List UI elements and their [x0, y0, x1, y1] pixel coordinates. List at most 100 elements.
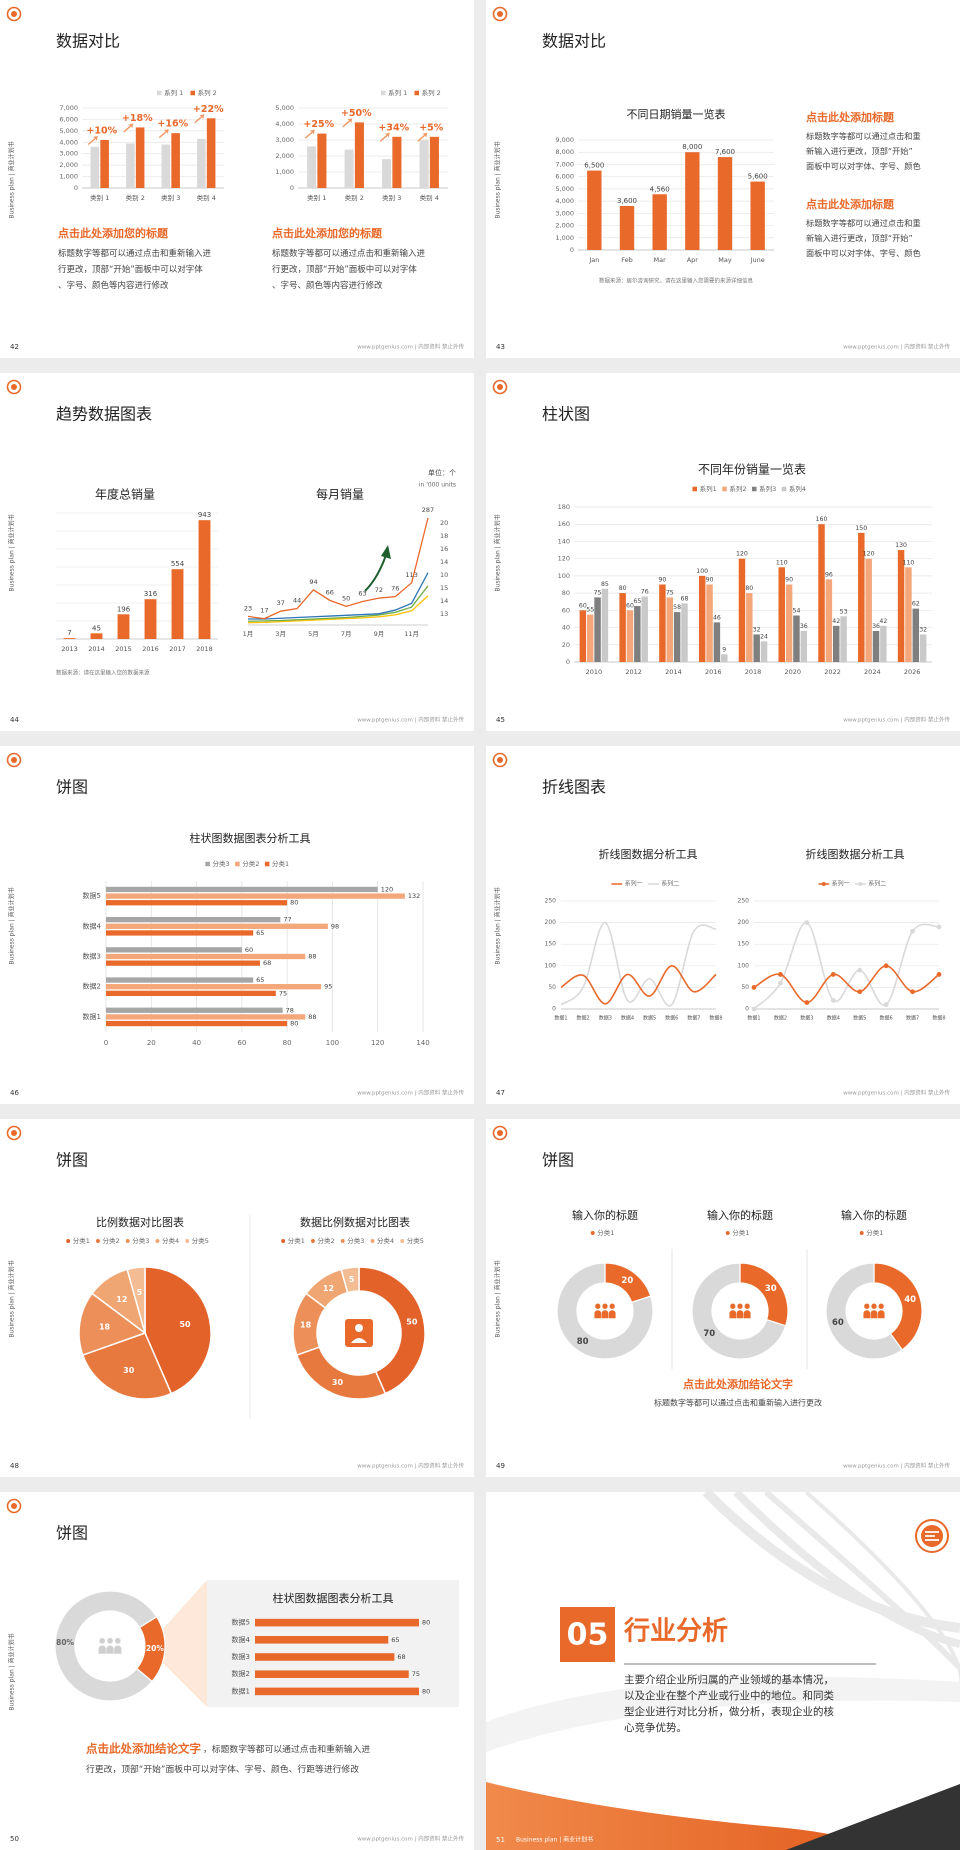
pie-slice	[78, 1292, 147, 1357]
data-label: 62	[912, 601, 920, 608]
bar	[354, 122, 364, 188]
y-tick-label: 3,000	[275, 136, 294, 144]
chart-title: 输入你的标题	[572, 1208, 638, 1222]
page-number: 50	[10, 1835, 19, 1843]
data-label: 287	[422, 506, 434, 514]
data-label: 60	[832, 1318, 844, 1328]
x-tick-label: 100	[326, 1039, 339, 1047]
section-title: 行业分析	[623, 1616, 728, 1647]
data-label: 37	[277, 599, 285, 607]
y-tick-label: 3,000	[555, 209, 574, 217]
marker	[751, 1006, 757, 1012]
legend-label: 分类4	[162, 1236, 179, 1245]
line	[753, 921, 940, 1010]
y-tick-label: 0	[290, 184, 294, 192]
data-label: 50	[179, 1320, 191, 1329]
footer: www.pptgenius.com | 内部资料 禁止外传	[357, 1462, 464, 1470]
slide-title: 数据对比	[56, 32, 120, 51]
bar	[698, 575, 706, 662]
page-number: 49	[496, 1462, 505, 1470]
icon	[863, 1310, 871, 1319]
bar	[865, 558, 872, 662]
data-label: 98	[331, 922, 339, 930]
marker	[751, 985, 757, 990]
x-tick-label: 2020	[785, 668, 802, 676]
y-tick-label: 20	[562, 641, 570, 649]
bar	[685, 152, 700, 250]
icon	[878, 1303, 884, 1309]
data-label: 85	[601, 581, 609, 588]
slide-background	[0, 373, 474, 731]
data-label: 96	[825, 571, 833, 578]
bar	[197, 138, 206, 188]
y-tick-label: 8,000	[555, 148, 574, 156]
legend-label: 分类1	[73, 1236, 90, 1245]
legend-swatch	[281, 1239, 286, 1243]
data-label: 90	[658, 577, 666, 584]
bar	[106, 953, 306, 960]
x-tick-label: 2018	[745, 668, 762, 676]
bar	[161, 144, 171, 188]
x-tick-label: 20	[147, 1039, 156, 1047]
y-tick-label: 5,000	[555, 185, 574, 193]
bar	[800, 631, 808, 662]
donut-segment	[340, 1266, 360, 1294]
bar	[255, 1618, 419, 1627]
trend-arrow	[364, 554, 387, 592]
bar	[255, 1653, 395, 1661]
y-tick-label: 数据3	[83, 952, 101, 961]
data-label: 6,500	[584, 162, 604, 170]
source-note: 数据来源：请在这里输入您的数据来源	[56, 669, 150, 677]
bar	[793, 615, 800, 662]
footer: www.pptgenius.com | 内部资料 禁止外传	[357, 343, 464, 351]
y-tick-label: 数据5	[232, 1618, 250, 1627]
data-label: 7,600	[715, 148, 735, 156]
bar	[135, 127, 145, 188]
y-tick-label: 0	[745, 1006, 749, 1013]
chart-title: 每月销量	[316, 487, 364, 502]
data-label: 17	[260, 607, 268, 615]
legend-label: 系列4	[789, 484, 806, 493]
legend-label: 分类1	[732, 1228, 749, 1237]
y-tick-label: 数据4	[232, 1635, 251, 1644]
icon	[114, 1637, 121, 1644]
bar	[594, 597, 601, 662]
data-label: 40	[904, 1295, 916, 1305]
bar	[619, 206, 635, 250]
legend-label: 分类1	[597, 1228, 614, 1237]
annotation-arrow	[379, 132, 390, 142]
side-label: Business plan | 商业计划书	[8, 514, 16, 591]
slide-title: 柱状图	[542, 405, 590, 424]
icon	[595, 1303, 601, 1309]
y-tick-label: 6,000	[555, 173, 574, 181]
block-heading: 点击此处添加您的标题	[58, 226, 169, 240]
block-body: 标题数字等都可以通过点击和重新输入进行更改，顶部“开始”面板中可以对字体、字号、…	[806, 218, 921, 258]
x-tick-label: 类别 1	[307, 193, 326, 202]
data-label: 9	[722, 646, 726, 653]
logo	[492, 752, 508, 768]
icon	[870, 1310, 878, 1319]
legend-swatch	[725, 1231, 730, 1235]
data-label: 76	[641, 589, 649, 596]
bar	[634, 606, 641, 662]
x-tick-label: Mar	[654, 256, 667, 264]
x-tick-label: 2022	[824, 668, 841, 676]
data-label: 55	[586, 607, 594, 614]
bar	[106, 1020, 288, 1027]
legend-label: 系列二	[868, 880, 886, 888]
icon	[729, 1310, 737, 1319]
bar	[106, 886, 378, 893]
legend-label: 分类1	[288, 1236, 305, 1245]
bar	[579, 610, 587, 662]
legend-swatch	[414, 90, 420, 96]
x-tick-label: 11月	[404, 630, 419, 638]
slide: Business plan | 商业计划书 数据对比 42 www.pptgenius…	[0, 0, 474, 358]
x-tick-label: 类别 3	[161, 193, 180, 202]
x-tick-label: June	[750, 256, 765, 264]
icon	[355, 1324, 363, 1332]
bar	[90, 146, 100, 188]
icon	[98, 1645, 106, 1654]
bar	[880, 625, 887, 662]
icon	[871, 1303, 877, 1309]
x-tick-label: 2013	[61, 645, 78, 653]
